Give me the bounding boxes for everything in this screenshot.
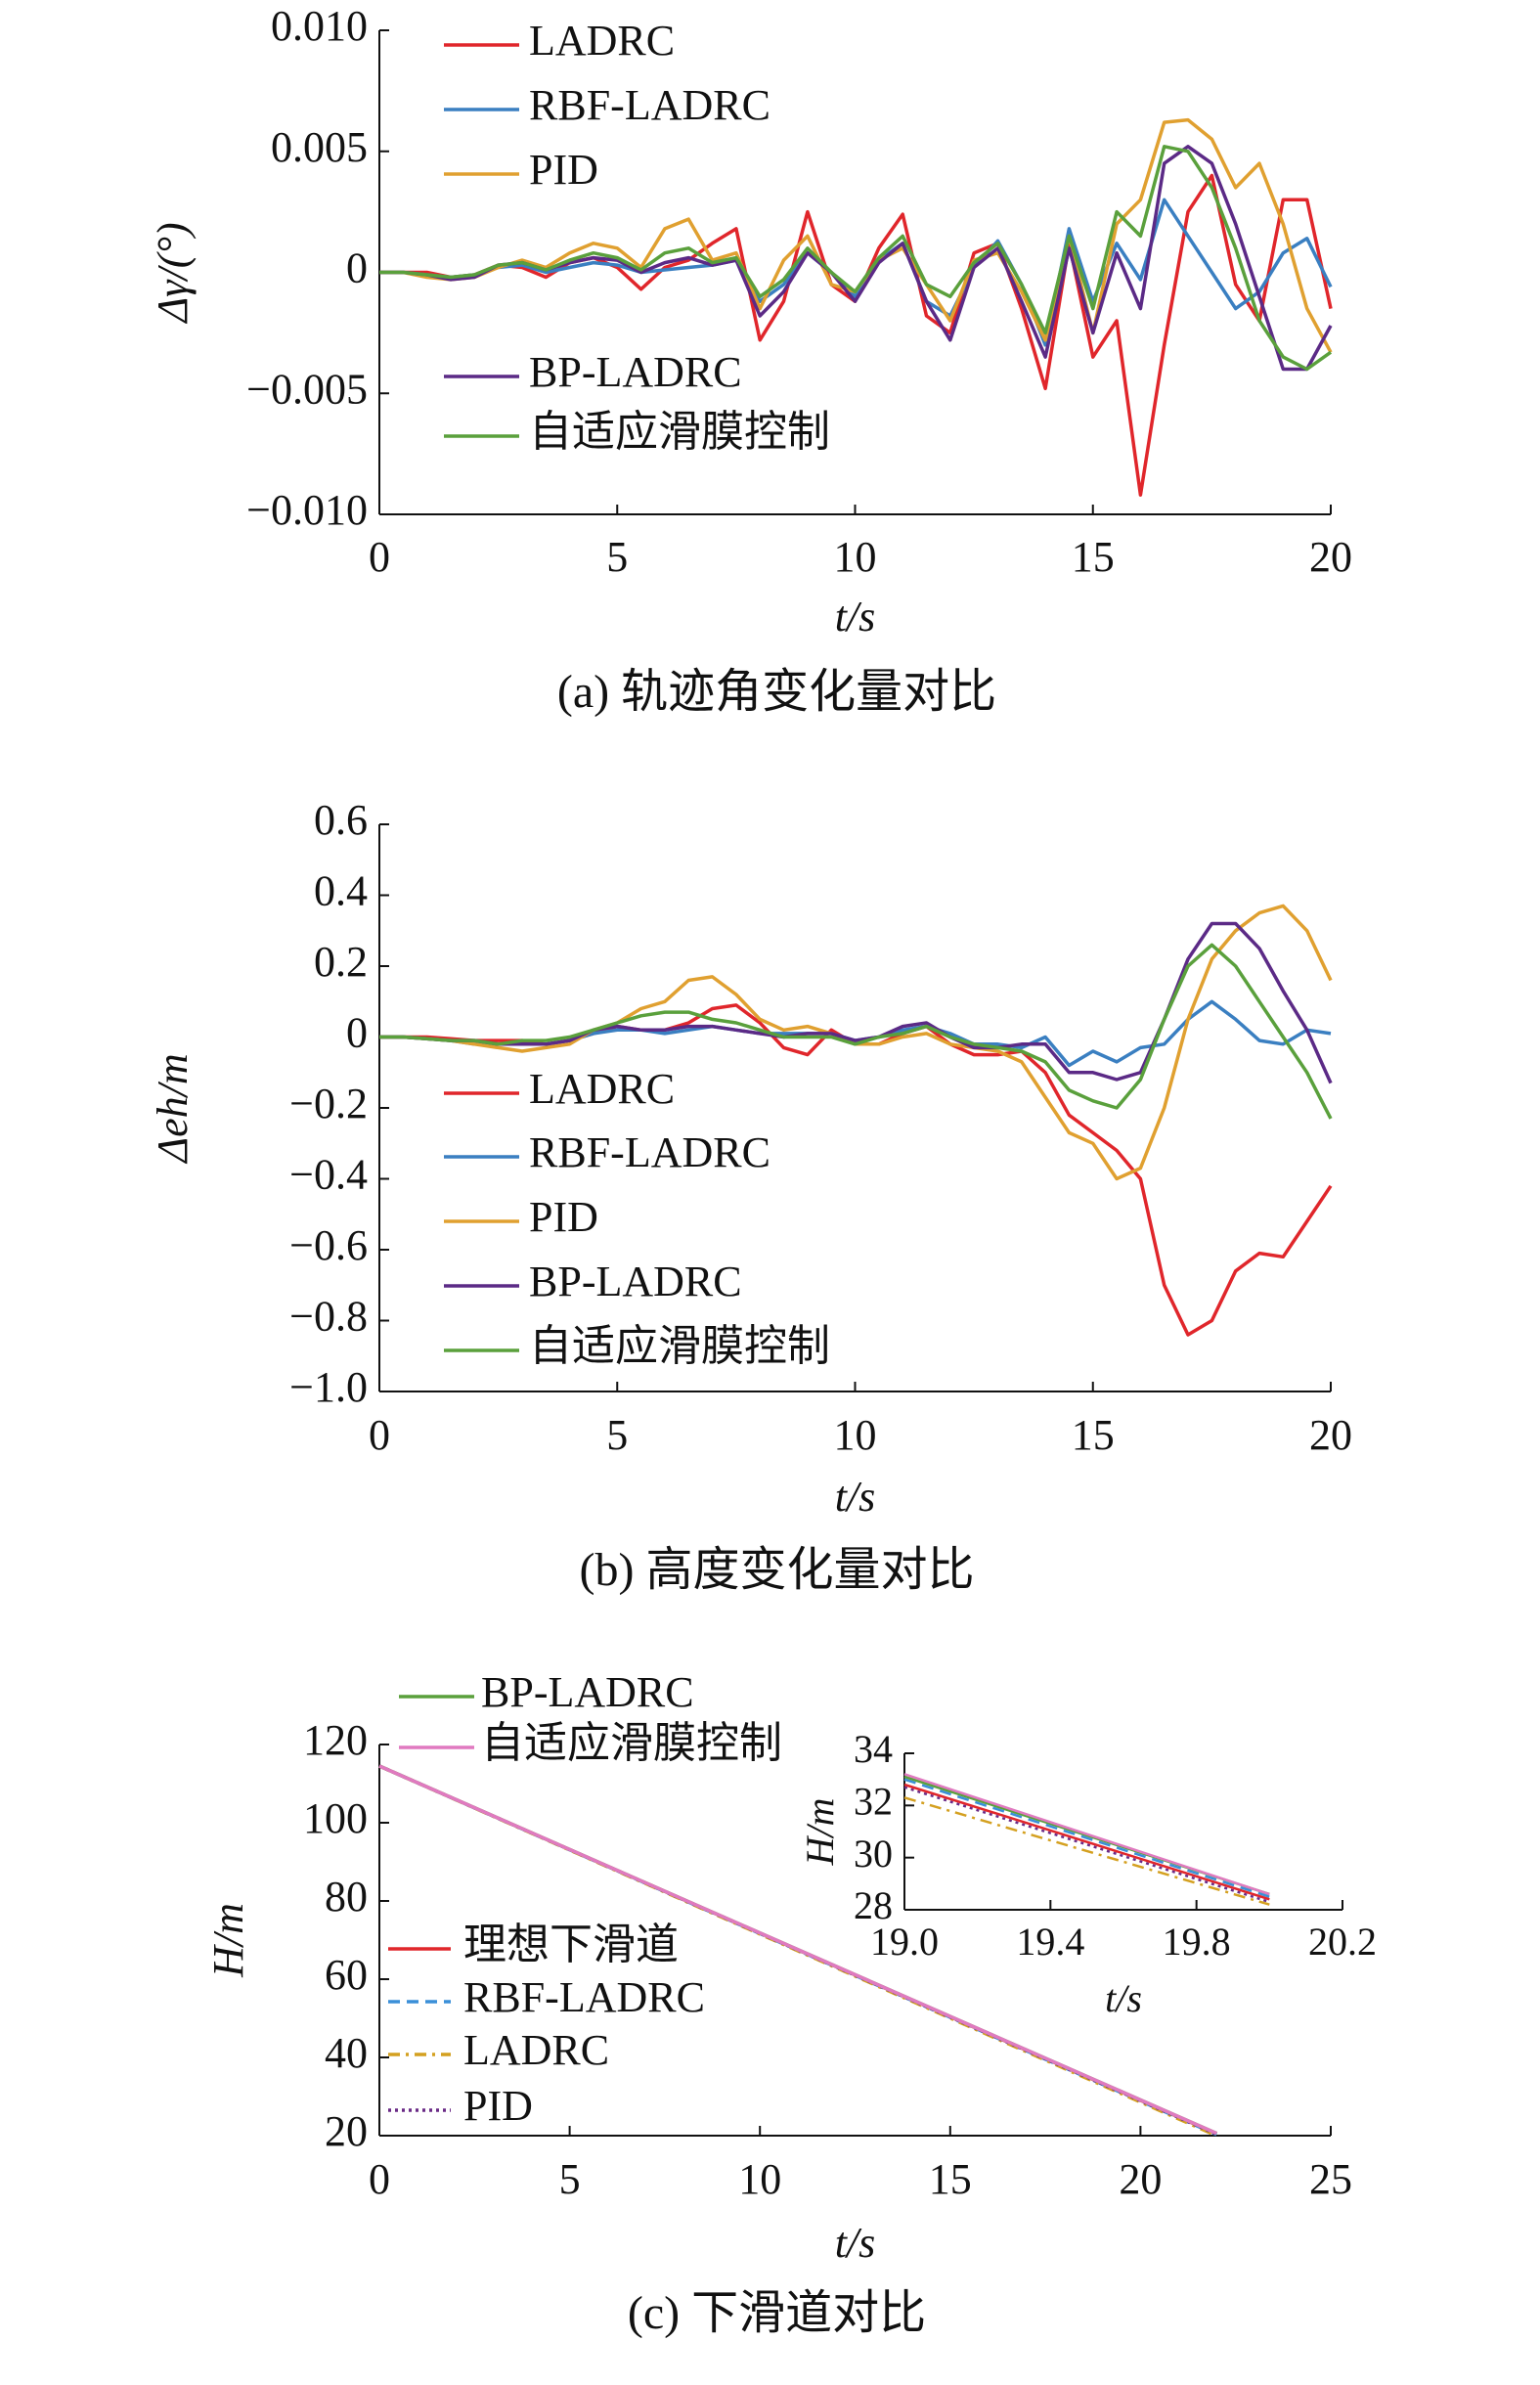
legend-label: BP-LADRC xyxy=(481,1668,694,1716)
y-tick-label: 60 xyxy=(325,1951,368,1999)
chart: 28 30 32 34 19.0 19.4 19.8 20.2 t/s H/m xyxy=(798,1727,1377,2020)
x-tick-label: 20 xyxy=(1119,2155,1162,2203)
x-tick-label: 20 xyxy=(1309,533,1352,581)
y-tick-label: −1.0 xyxy=(289,1363,368,1411)
y-axis-label: H/m xyxy=(204,1903,252,1978)
legend-label: BP-LADRC xyxy=(529,1258,742,1305)
legend-label: BP-LADRC xyxy=(529,348,742,396)
x-tick-label: 0 xyxy=(369,2155,390,2203)
x-tick-label: 15 xyxy=(929,2155,972,2203)
legend-label: PID xyxy=(463,2082,533,2130)
y-axis-label: Δγ/(°) xyxy=(149,222,197,324)
legend-label: RBF-LADRC xyxy=(529,81,770,129)
x-axis-label: t/s xyxy=(835,593,876,640)
series-line xyxy=(903,1778,1270,1898)
legend-label: PID xyxy=(529,1193,598,1241)
series-line xyxy=(379,1003,1333,1337)
x-axis-label: t/s xyxy=(1105,1976,1142,2020)
x-axis-label: t/s xyxy=(835,1473,876,1521)
series-line xyxy=(379,904,1333,1181)
legend-label: RBF-LADRC xyxy=(463,1973,705,2021)
y-tick-label: 80 xyxy=(325,1873,368,1921)
x-tick-label: 5 xyxy=(559,2155,581,2203)
x-tick-label: 0 xyxy=(369,533,390,581)
x-tick-label: 20 xyxy=(1309,1411,1352,1459)
series-line xyxy=(379,145,1333,372)
y-tick-label: −0.4 xyxy=(289,1151,368,1199)
y-tick-label: 100 xyxy=(303,1794,368,1842)
chart: −0.010 −0.005 0 0.005 0.010 0 5 10 15 20 t/s Δγ/(°)… xyxy=(149,2,1352,718)
x-tick-label: 19.8 xyxy=(1163,1920,1231,1964)
y-tick-label: 0.010 xyxy=(271,2,368,50)
series-line xyxy=(903,1786,1270,1904)
series-line xyxy=(379,999,1332,1068)
x-tick-label: 5 xyxy=(606,533,628,581)
series-line xyxy=(379,921,1333,1084)
series-line xyxy=(379,145,1333,372)
series-line xyxy=(903,1783,1270,1901)
series-line xyxy=(379,173,1333,497)
chart-caption: (b) 高度变化量对比 xyxy=(580,1544,975,1596)
series-line xyxy=(379,198,1333,347)
legend-label: 自适应滑膜控制 xyxy=(529,1322,830,1370)
x-tick-label: 0 xyxy=(369,1411,390,1459)
legend-label: 理想下滑道 xyxy=(463,1921,679,1968)
y-tick-label: 34 xyxy=(854,1727,893,1771)
y-tick-label: 0.005 xyxy=(271,123,368,171)
legend-label: PID xyxy=(529,146,598,194)
y-tick-label: 40 xyxy=(325,2029,368,2077)
y-tick-label: 20 xyxy=(325,2107,368,2155)
legend-label: 自适应滑膜控制 xyxy=(481,1719,782,1767)
x-tick-label: 10 xyxy=(738,2155,781,2203)
y-tick-label: 28 xyxy=(854,1883,893,1927)
y-axis-label: H/m xyxy=(798,1798,842,1867)
x-tick-label: 15 xyxy=(1072,533,1115,581)
y-tick-label: 0 xyxy=(346,1009,368,1057)
x-tick-label: 10 xyxy=(834,1411,877,1459)
y-tick-label: 0.2 xyxy=(314,938,368,986)
y-tick-label: −0.2 xyxy=(289,1080,368,1127)
y-tick-label: −0.005 xyxy=(246,365,368,413)
x-tick-label: 25 xyxy=(1309,2155,1352,2203)
series-line xyxy=(903,1796,1270,1906)
legend-label: 自适应滑膜控制 xyxy=(529,408,830,456)
series-line xyxy=(378,1764,1217,2136)
y-tick-label: −0.6 xyxy=(289,1221,368,1269)
chart: −1.0 −0.8 −0.6 −0.4 −0.2 0 0.2 0.4 0.6 0 5 10 15 20 t/… xyxy=(149,796,1352,1596)
x-tick-label: 5 xyxy=(606,1411,628,1459)
chart-caption: (c) 下滑道对比 xyxy=(628,2287,926,2339)
y-tick-label: 0 xyxy=(346,244,368,292)
legend-label: LADRC xyxy=(529,17,675,65)
x-axis-label: t/s xyxy=(835,2219,876,2267)
y-tick-label: −0.8 xyxy=(289,1293,368,1341)
x-tick-label: 19.4 xyxy=(1016,1920,1084,1964)
x-tick-label: 20.2 xyxy=(1308,1920,1377,1964)
y-tick-label: 30 xyxy=(854,1832,893,1876)
y-tick-label: 0.6 xyxy=(314,796,368,844)
series-line xyxy=(903,1773,1270,1896)
chart-caption: (a) 轨迹角变化量对比 xyxy=(557,666,996,718)
y-tick-label: 32 xyxy=(854,1780,893,1824)
legend-label: LADRC xyxy=(529,1065,675,1113)
legend-label: RBF-LADRC xyxy=(529,1128,770,1176)
y-axis-label: Δeh/m xyxy=(149,1053,197,1164)
y-tick-label: 0.4 xyxy=(314,867,368,915)
x-tick-label: 10 xyxy=(834,533,877,581)
y-tick-label: 120 xyxy=(303,1716,368,1764)
series-line xyxy=(379,943,1333,1120)
x-tick-label: 19.0 xyxy=(870,1920,939,1964)
legend-label: LADRC xyxy=(463,2026,609,2074)
y-tick-label: −0.010 xyxy=(246,486,368,534)
x-tick-label: 15 xyxy=(1072,1411,1115,1459)
chart: 20 40 60 80 100 120 0 5 10 15 20 25 t/s H/m (c) 下滑道对比 理… xyxy=(204,1668,1352,2339)
